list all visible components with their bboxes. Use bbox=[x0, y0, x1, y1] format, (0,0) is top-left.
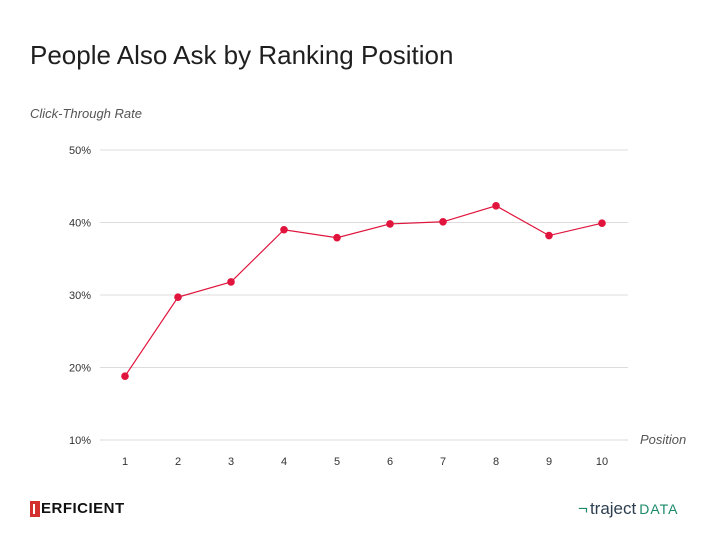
data-point bbox=[333, 233, 341, 242]
data-point bbox=[545, 231, 553, 240]
perficient-logo: ERFICIENT bbox=[30, 500, 125, 517]
x-tick-label: 5 bbox=[334, 456, 340, 468]
data-point bbox=[227, 278, 235, 286]
x-tick-label: 2 bbox=[175, 456, 181, 468]
data-point bbox=[598, 219, 606, 228]
y-tick-label: 50% bbox=[69, 145, 91, 157]
data-point bbox=[492, 202, 500, 210]
x-tick-label: 9 bbox=[546, 456, 552, 468]
y-axis-label: Click-Through Rate bbox=[30, 106, 142, 121]
y-tick-label: 40% bbox=[69, 218, 91, 230]
data-point bbox=[121, 372, 129, 381]
data-point bbox=[280, 225, 288, 234]
data-point bbox=[439, 217, 447, 226]
x-tick-label: 6 bbox=[387, 456, 393, 468]
series-line bbox=[124, 205, 603, 377]
y-tick-label: 30% bbox=[69, 290, 91, 302]
traject-mark-icon: ¬ bbox=[578, 499, 588, 518]
x-tick-label: 4 bbox=[281, 456, 287, 468]
traject-data-logo: ¬ traject DATA bbox=[578, 499, 679, 519]
data-point bbox=[174, 293, 182, 301]
y-tick-label: 10% bbox=[69, 435, 91, 447]
x-tick-label: 8 bbox=[493, 456, 499, 468]
x-tick-label: 3 bbox=[228, 456, 234, 468]
x-tick-label: 10 bbox=[596, 456, 608, 468]
traject-data-text: DATA bbox=[639, 501, 679, 517]
data-point bbox=[386, 220, 394, 228]
perficient-logo-text: ERFICIENT bbox=[41, 500, 125, 517]
perficient-p-mark bbox=[30, 500, 40, 517]
x-tick-label: 7 bbox=[440, 456, 446, 468]
traject-logo-text: traject bbox=[589, 499, 637, 518]
x-axis-label: Position bbox=[640, 432, 687, 447]
chart-title: People Also Ask by Ranking Position bbox=[30, 40, 454, 70]
x-tick-label: 1 bbox=[122, 456, 128, 468]
y-tick-label: 20% bbox=[69, 363, 91, 375]
